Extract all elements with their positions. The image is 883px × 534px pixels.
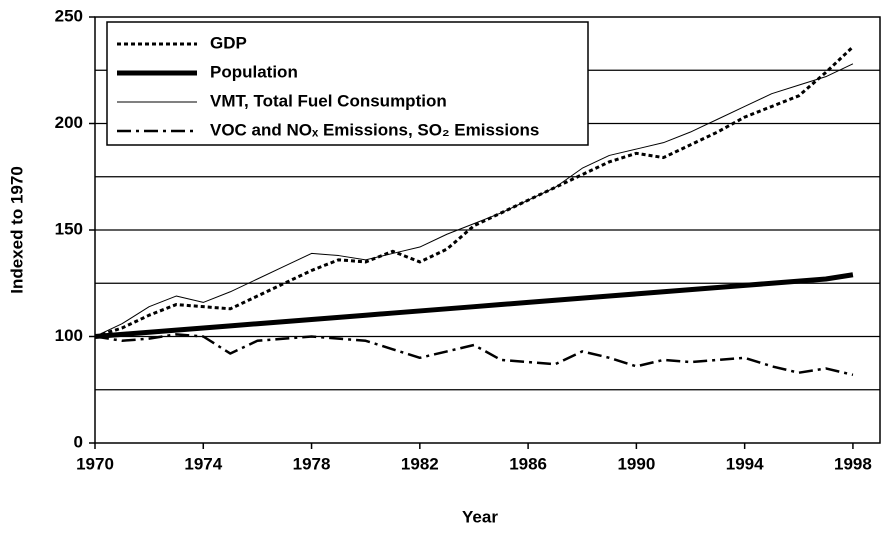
y-tick-label: 200 — [55, 113, 83, 132]
y-tick-label: 100 — [55, 326, 83, 345]
legend-label: VOC and NOₓ Emissions, SO₂ Emissions — [210, 120, 539, 139]
y-tick-label: 150 — [55, 219, 83, 238]
series-line — [94, 45, 854, 338]
x-tick-label: 1994 — [726, 454, 764, 473]
x-tick-label: 1974 — [184, 454, 222, 473]
y-tick-label: 250 — [55, 6, 83, 25]
x-tick-label: 1990 — [617, 454, 655, 473]
series-line — [94, 333, 854, 377]
series-line — [94, 63, 854, 337]
legend-label: VMT, Total Fuel Consumption — [210, 91, 447, 110]
y-tick-label: 0 — [74, 432, 83, 451]
series-line — [94, 272, 854, 339]
legend-label: GDP — [210, 33, 247, 52]
x-tick-label: 1970 — [76, 454, 114, 473]
x-tick-label: 1986 — [509, 454, 547, 473]
x-tick-label: 1978 — [293, 454, 331, 473]
legend-label: Population — [210, 62, 298, 81]
x-axis-label: Year — [462, 507, 498, 526]
x-tick-label: 1998 — [834, 454, 872, 473]
y-axis-label: Indexed to 1970 — [7, 166, 26, 294]
x-tick-label: 1982 — [401, 454, 439, 473]
